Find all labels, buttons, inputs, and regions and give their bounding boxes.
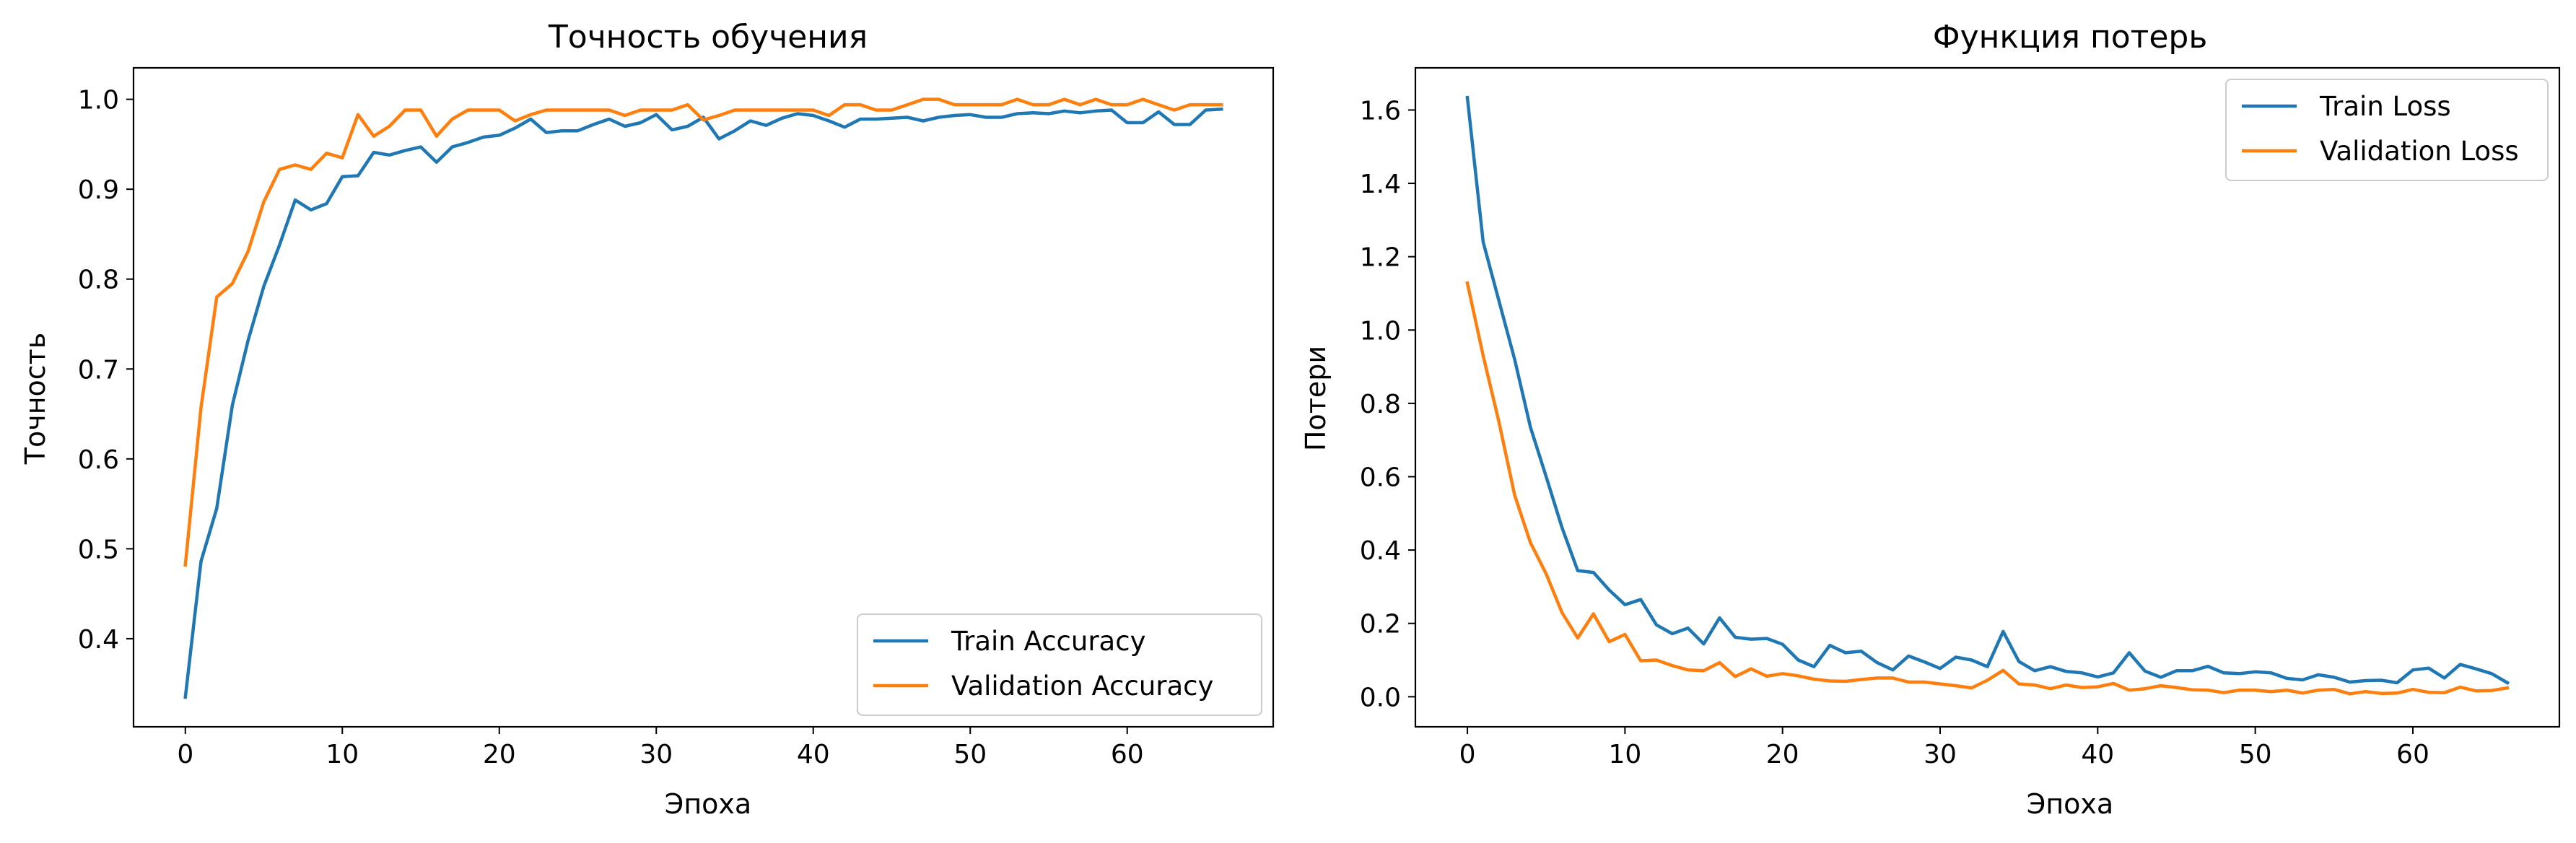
- legend: Train Loss Validation Loss: [2225, 79, 2549, 181]
- x-tick-label: 50: [2239, 740, 2272, 769]
- chart-title: Функция потерь: [1933, 19, 2208, 56]
- legend-box: [2225, 79, 2549, 181]
- y-tick-label: 0.5: [78, 535, 119, 564]
- y-tick-label: 0.6: [1360, 463, 1401, 492]
- loss-chart: Функция потерь 0 10 20 30 40 50 60 0.0 0.2 0.4 0.6…: [1300, 19, 2561, 820]
- legend-label: Train Loss: [2319, 91, 2451, 122]
- series-line-1: [183, 97, 1223, 567]
- y-tick-label: 0.0: [1360, 683, 1401, 712]
- series-line-0: [183, 107, 1223, 699]
- plot-frame: [1414, 66, 2561, 728]
- y-tick-label: 0.7: [78, 355, 119, 385]
- y-tick-label: 0.4: [1360, 536, 1401, 566]
- y-tick-label: 0.2: [1360, 610, 1401, 639]
- y-tick-label: 1.4: [1360, 170, 1401, 199]
- y-tick-label: 0.9: [78, 175, 119, 205]
- y-tick-label: 1.0: [78, 86, 119, 115]
- x-tick-label: 50: [953, 740, 987, 769]
- y-tick-label: 0.8: [78, 266, 119, 295]
- x-tick-label: 0: [177, 740, 193, 769]
- legend-label: Validation Accuracy: [951, 671, 1213, 702]
- plot-frame: [132, 66, 1275, 728]
- y-tick-label: 1.2: [1360, 243, 1401, 273]
- y-tick-label: 0.4: [78, 625, 119, 655]
- y-tick-label: 1.6: [1360, 96, 1401, 126]
- series-line-1: [1465, 281, 2510, 696]
- legend: Train Accuracy Validation Accuracy: [857, 613, 1262, 716]
- x-tick-label: 20: [483, 740, 516, 769]
- x-tick-label: 10: [1608, 740, 1641, 769]
- legend-label: Validation Loss: [2320, 136, 2519, 167]
- accuracy-chart: Точность обучения 0 10 20 30 40 50 60 0.4 0.5 0.6…: [19, 19, 1275, 820]
- x-tick-label: 30: [1924, 740, 1957, 769]
- legend-box: [857, 613, 1262, 716]
- x-tick-label: 40: [2081, 740, 2114, 769]
- x-tick-label: 40: [797, 740, 830, 769]
- x-tick-label: 0: [1459, 740, 1476, 769]
- legend-label: Train Accuracy: [951, 626, 1145, 657]
- x-tick-label: 60: [2396, 740, 2429, 769]
- loss-plot-area: 0 10 20 30 40 50 60 0.0 0.2 0.4 0.6 0.8 1.0 1.2 1.4 1.6…: [1360, 66, 2561, 769]
- x-tick-label: 20: [1766, 740, 1799, 769]
- x-axis-label: Эпоха: [665, 788, 751, 820]
- x-tick-label: 60: [1111, 740, 1144, 769]
- y-tick-label: 0.8: [1360, 390, 1401, 419]
- y-axis-label: Потери: [1300, 346, 1332, 451]
- x-tick-label: 10: [326, 740, 359, 769]
- x-axis-label: Эпоха: [2027, 788, 2113, 820]
- accuracy-plot-area: 0 10 20 30 40 50 60 0.4 0.5 0.6 0.7 0.8 0.9 1.0 Train …: [78, 66, 1275, 769]
- chart-title: Точность обучения: [548, 19, 868, 56]
- series-line-0: [1465, 95, 2510, 686]
- y-tick-label: 0.6: [78, 445, 119, 475]
- y-axis-label: Точность: [19, 333, 51, 465]
- y-tick-label: 1.0: [1360, 316, 1401, 346]
- x-tick-label: 30: [639, 740, 673, 769]
